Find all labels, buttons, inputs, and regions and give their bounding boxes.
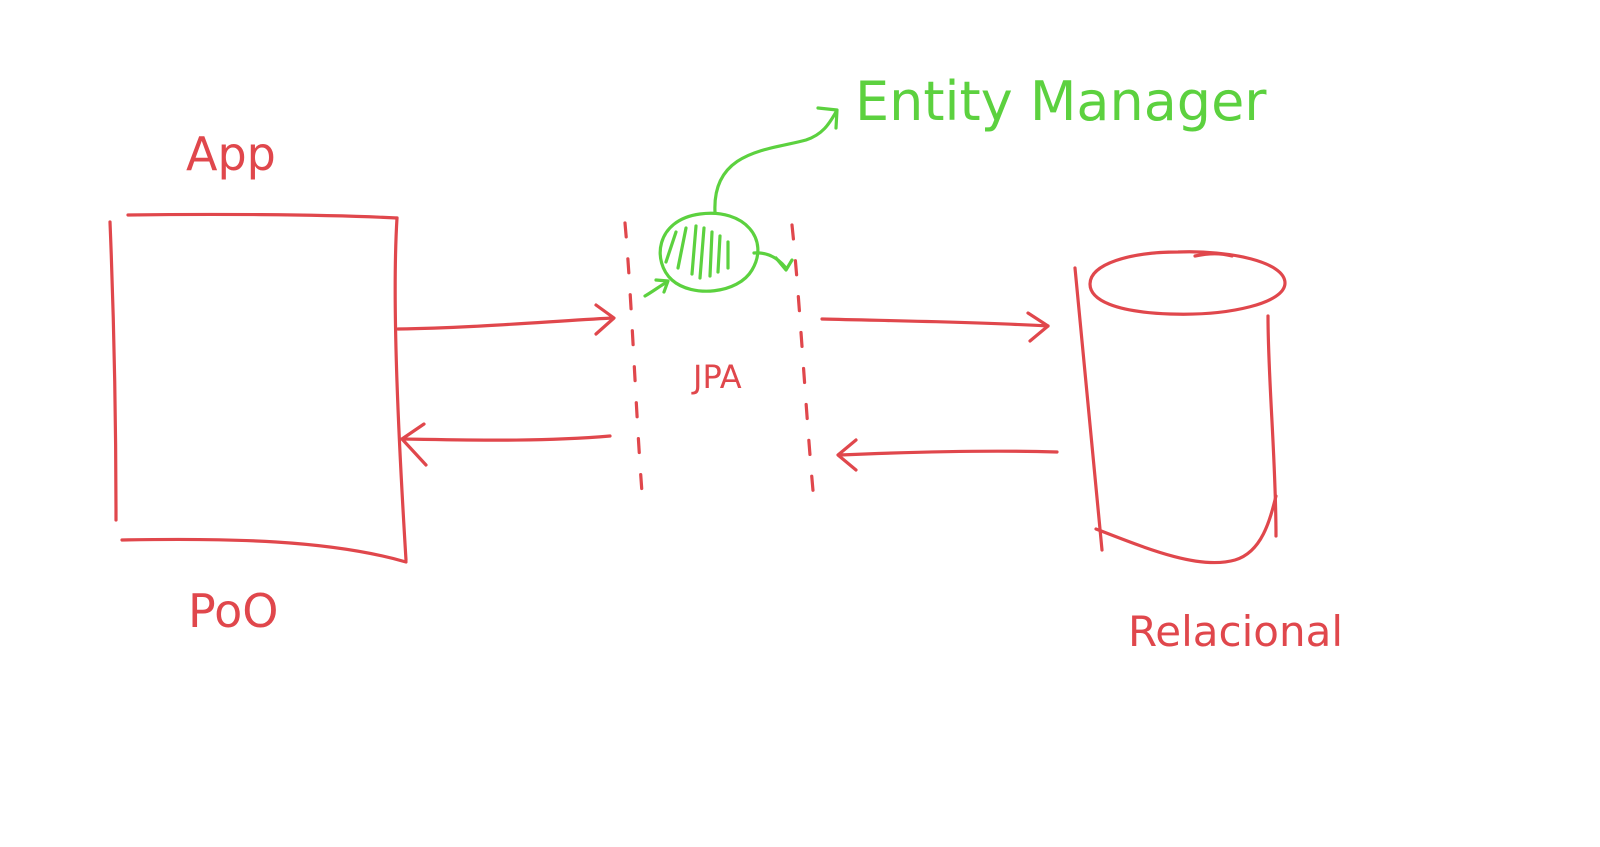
entity-manager-blob: [643, 211, 794, 298]
entity-manager-pointer: [713, 106, 839, 214]
arrow-app-to-jpa: [396, 303, 616, 336]
jpa-layer-boundaries: [623, 221, 817, 514]
app-box: [108, 212, 408, 564]
arrow-jpa-to-db: [820, 311, 1050, 343]
entity-manager-label: Entity Manager: [855, 70, 1267, 133]
poo-label: PoO: [188, 584, 278, 638]
jpa-label: JPA: [691, 358, 742, 396]
database-cylinder: [1073, 250, 1287, 565]
arrow-jpa-to-app: [400, 422, 612, 467]
relacional-label: Relacional: [1128, 607, 1343, 656]
arrow-db-to-jpa: [836, 438, 1059, 472]
app-label: App: [186, 127, 276, 181]
